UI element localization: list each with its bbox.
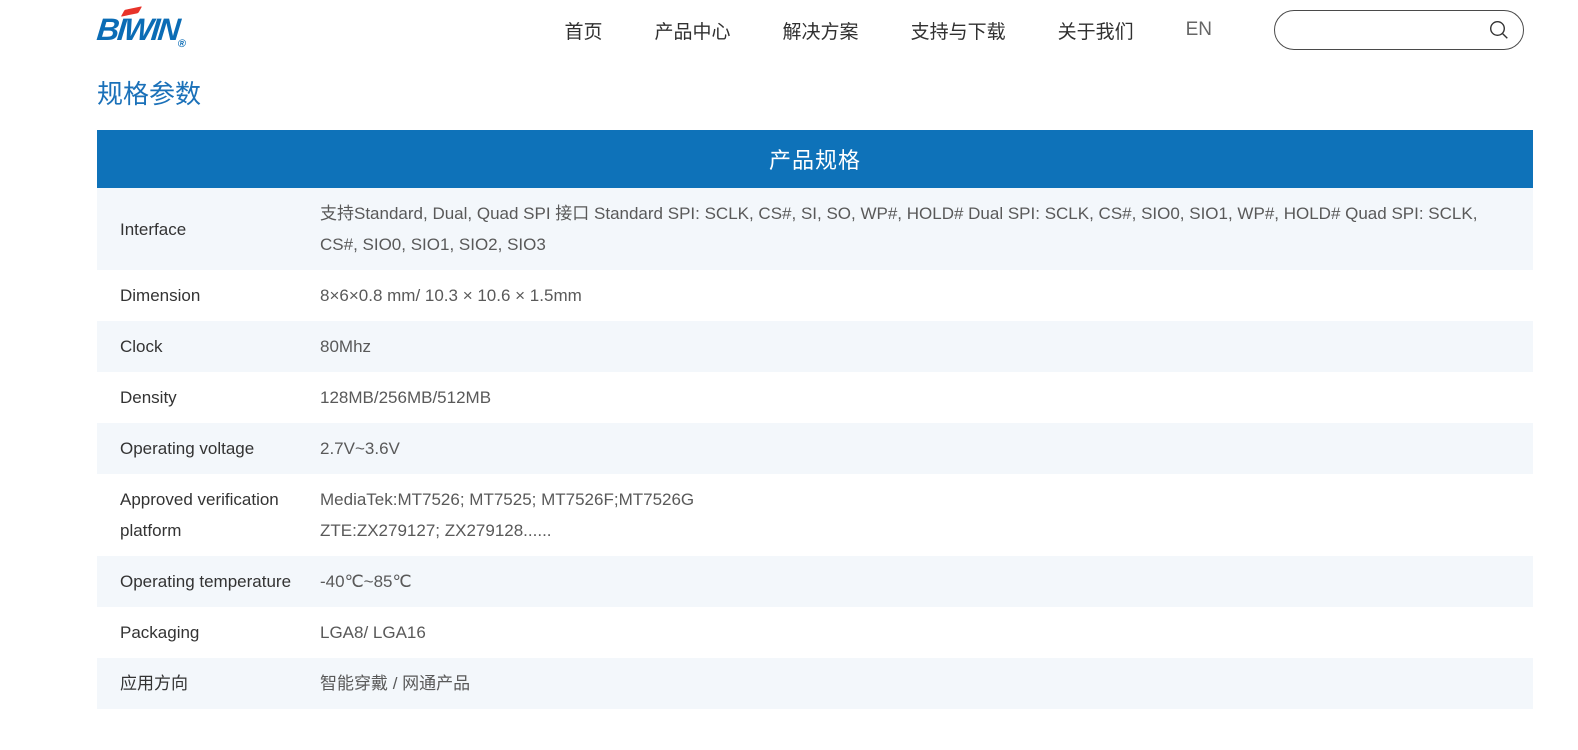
spec-row-label: Operating temperature bbox=[120, 572, 292, 591]
spec-row-label: Density bbox=[120, 388, 177, 407]
spec-row-value: -40℃~85℃ bbox=[320, 572, 412, 591]
biwin-logo[interactable]: BIWIN® bbox=[95, 6, 188, 50]
table-row: Operating temperature -40℃~85℃ bbox=[97, 556, 1533, 607]
table-row: Dimension 8×6×0.8 mm/ 10.3 × 10.6 × 1.5mm bbox=[97, 270, 1533, 321]
spec-row-label: Interface bbox=[120, 219, 187, 239]
spec-row-value: 128MB/256MB/512MB bbox=[320, 388, 492, 407]
spec-row-value: 8×6×0.8 mm/ 10.3 × 10.6 × 1.5mm bbox=[320, 286, 582, 305]
spec-row-value: MediaTek:MT7526; MT7525; MT7526F;MT7526G… bbox=[320, 490, 695, 540]
table-row: Packaging LGA8/ LGA16 bbox=[97, 607, 1533, 658]
search-input[interactable] bbox=[1293, 21, 1488, 39]
spec-row-label: Packaging bbox=[120, 623, 200, 642]
search-icon[interactable] bbox=[1488, 19, 1510, 41]
nav-item-support[interactable]: 支持与下载 bbox=[910, 21, 1006, 43]
table-row: Operating voltage 2.7V~3.6V bbox=[97, 423, 1533, 474]
spec-row-label: 应用方向 bbox=[120, 674, 188, 693]
spec-row-value: 2.7V~3.6V bbox=[320, 439, 400, 458]
table-row: Density 128MB/256MB/512MB bbox=[97, 372, 1533, 423]
spec-row-label: Dimension bbox=[120, 286, 201, 305]
spec-row-value: 80Mhz bbox=[320, 337, 372, 356]
spec-table-body: Interface 支持Standard, Dual, Quad SPI 接口 S… bbox=[97, 188, 1533, 709]
table-row: Clock 80Mhz bbox=[97, 321, 1533, 372]
table-row: Approved verification platform MediaTek:M… bbox=[97, 474, 1533, 556]
nav-item-products[interactable]: 产品中心 bbox=[654, 21, 731, 43]
table-row: Interface 支持Standard, Dual, Quad SPI 接口 S… bbox=[97, 188, 1533, 270]
table-row: 应用方向 智能穿戴 / 网通产品 bbox=[97, 658, 1533, 709]
spec-table-header: 产品规格 bbox=[97, 130, 1533, 188]
spec-row-label: Clock bbox=[120, 337, 163, 356]
nav-item-about[interactable]: 关于我们 bbox=[1057, 21, 1134, 43]
spec-table: 产品规格 Interface 支持Standard, Dual, Quad SPI… bbox=[97, 130, 1533, 709]
nav-item-solutions[interactable]: 解决方案 bbox=[782, 21, 859, 43]
search-box[interactable] bbox=[1274, 10, 1524, 50]
nav-item-home[interactable]: 首页 bbox=[564, 21, 603, 43]
logo-text: BIWIN bbox=[95, 12, 181, 47]
spec-row-value: 支持Standard, Dual, Quad SPI 接口 Standard S… bbox=[320, 204, 1478, 254]
registered-trademark: ® bbox=[177, 38, 187, 50]
main-nav: 首页 产品中心 解决方案 支持与下载 关于我们 EN bbox=[565, 17, 1212, 44]
page-title: 规格参数 bbox=[97, 79, 202, 109]
site-header: BIWIN® 首页 产品中心 解决方案 支持与下载 关于我们 EN bbox=[0, 0, 1578, 60]
spec-row-label: Approved verification platform bbox=[120, 490, 279, 540]
spec-row-label: Operating voltage bbox=[120, 439, 255, 458]
spec-row-value: 智能穿戴 / 网通产品 bbox=[320, 674, 471, 693]
nav-item-en[interactable]: EN bbox=[1185, 19, 1212, 40]
spec-row-value: LGA8/ LGA16 bbox=[320, 623, 426, 642]
